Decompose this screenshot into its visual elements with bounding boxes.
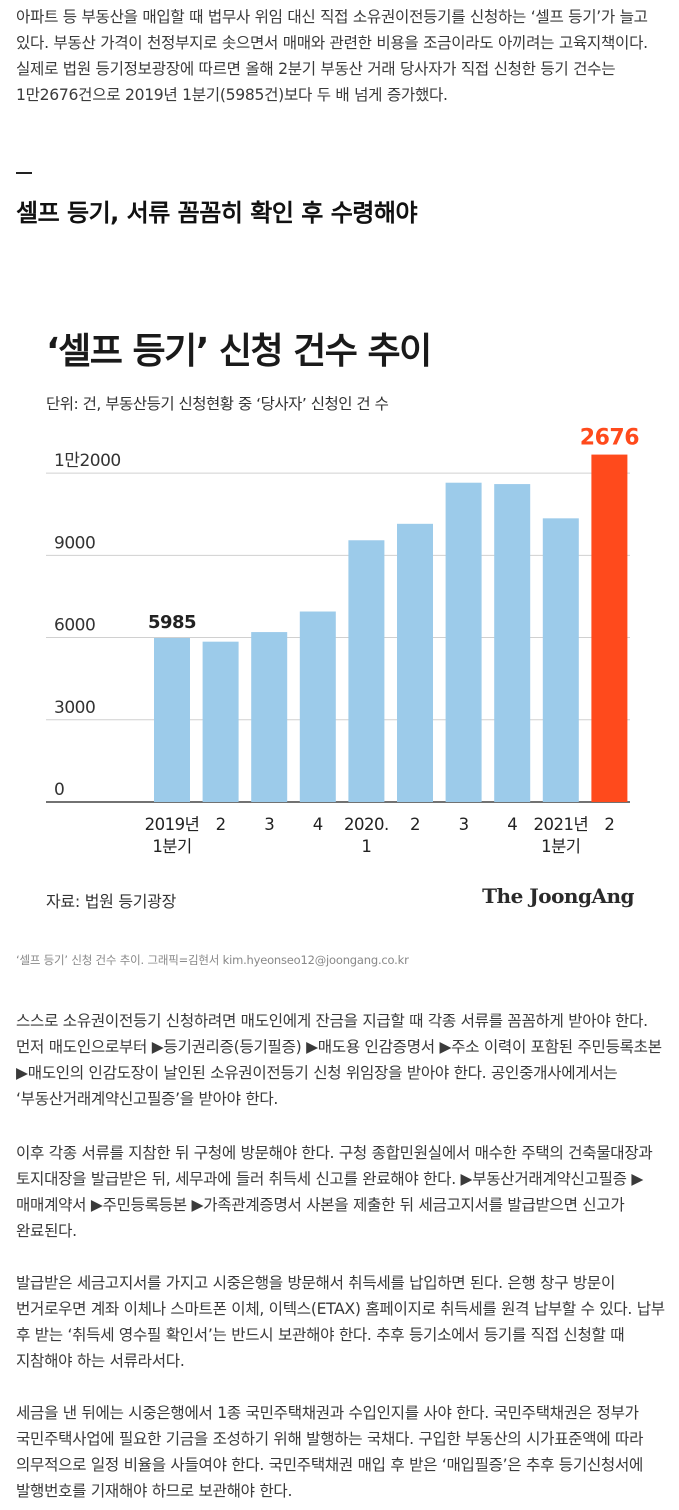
bar xyxy=(202,641,239,802)
article-paragraph: 이후 각종 서류를 지참한 뒤 구청에 방문해야 한다. 구청 종합민원실에서 … xyxy=(16,1144,653,1240)
article-paragraph: 세금을 낸 뒤에는 시중은행에서 1종 국민주택채권과 수입인지를 사야 한다.… xyxy=(16,1404,644,1500)
section-heading: 셀프 등기, 서류 꼼꼼히 확인 후 수령해야 xyxy=(16,199,418,227)
y-tick-label: 9000 xyxy=(54,533,95,553)
x-tick-label: 2020. xyxy=(344,815,389,834)
y-tick-label: 6000 xyxy=(54,616,95,636)
bar xyxy=(397,523,433,802)
x-tick-label: 4 xyxy=(313,815,323,834)
x-tick-label: 3 xyxy=(264,815,274,834)
x-tick-label: 1 xyxy=(361,837,371,856)
bar xyxy=(348,540,385,802)
section-divider xyxy=(16,172,32,174)
bar xyxy=(542,518,579,802)
x-tick-label: 2 xyxy=(410,815,420,834)
x-tick-label: 1분기 xyxy=(541,837,580,856)
brand-logo: The JoongAng xyxy=(482,884,634,908)
y-tick-label: 1만2000 xyxy=(54,451,121,471)
chart-title: ‘셀프 등기’ 신청 건수 추이 xyxy=(46,331,432,372)
bar xyxy=(154,637,190,802)
x-tick-label: 3 xyxy=(459,815,469,834)
article-intro: 아파트 등 부동산을 매입할 때 법무사 위임 대신 직접 소유권이전등기를 신… xyxy=(16,8,648,104)
chart-figure: ‘셀프 등기’ 신청 건수 추이 단위: 건, 부동산등기 신청현황 중 ‘당사… xyxy=(34,322,646,922)
x-tick-label: 2 xyxy=(604,815,614,834)
image-caption: ‘셀프 등기’ 신청 건수 추이. 그래픽=김현서 kim.hyeonseo12… xyxy=(16,953,409,967)
chart-source: 자료: 법원 등기광장 xyxy=(46,892,177,911)
x-tick-label: 2021년 xyxy=(533,815,588,834)
data-label: 1만 xyxy=(592,422,627,423)
y-tick-label: 0 xyxy=(54,780,64,800)
bar xyxy=(299,611,336,802)
data-label: 5985 xyxy=(148,612,196,633)
x-tick-label: 1분기 xyxy=(152,837,191,856)
data-label: 2676 xyxy=(580,426,639,451)
y-tick-label: 3000 xyxy=(54,698,95,718)
article-paragraph: 발급받은 세금고지서를 가지고 시중은행을 방문해서 취득세를 납입하면 된다.… xyxy=(16,1274,665,1370)
bar xyxy=(251,632,288,802)
article-paragraph: 스스로 소유권이전등기 신청하려면 매도인에게 잔금을 지급할 때 각종 서류를… xyxy=(16,1012,662,1108)
x-tick-label: 2 xyxy=(216,815,226,834)
x-tick-label: 4 xyxy=(507,815,517,834)
chart-subtitle: 단위: 건, 부동산등기 신청현황 중 ‘당사자’ 신청인 건 수 xyxy=(46,395,389,413)
bar xyxy=(445,482,482,802)
bar xyxy=(591,454,628,802)
bar xyxy=(494,484,531,802)
x-tick-label: 2019년 xyxy=(145,815,200,834)
